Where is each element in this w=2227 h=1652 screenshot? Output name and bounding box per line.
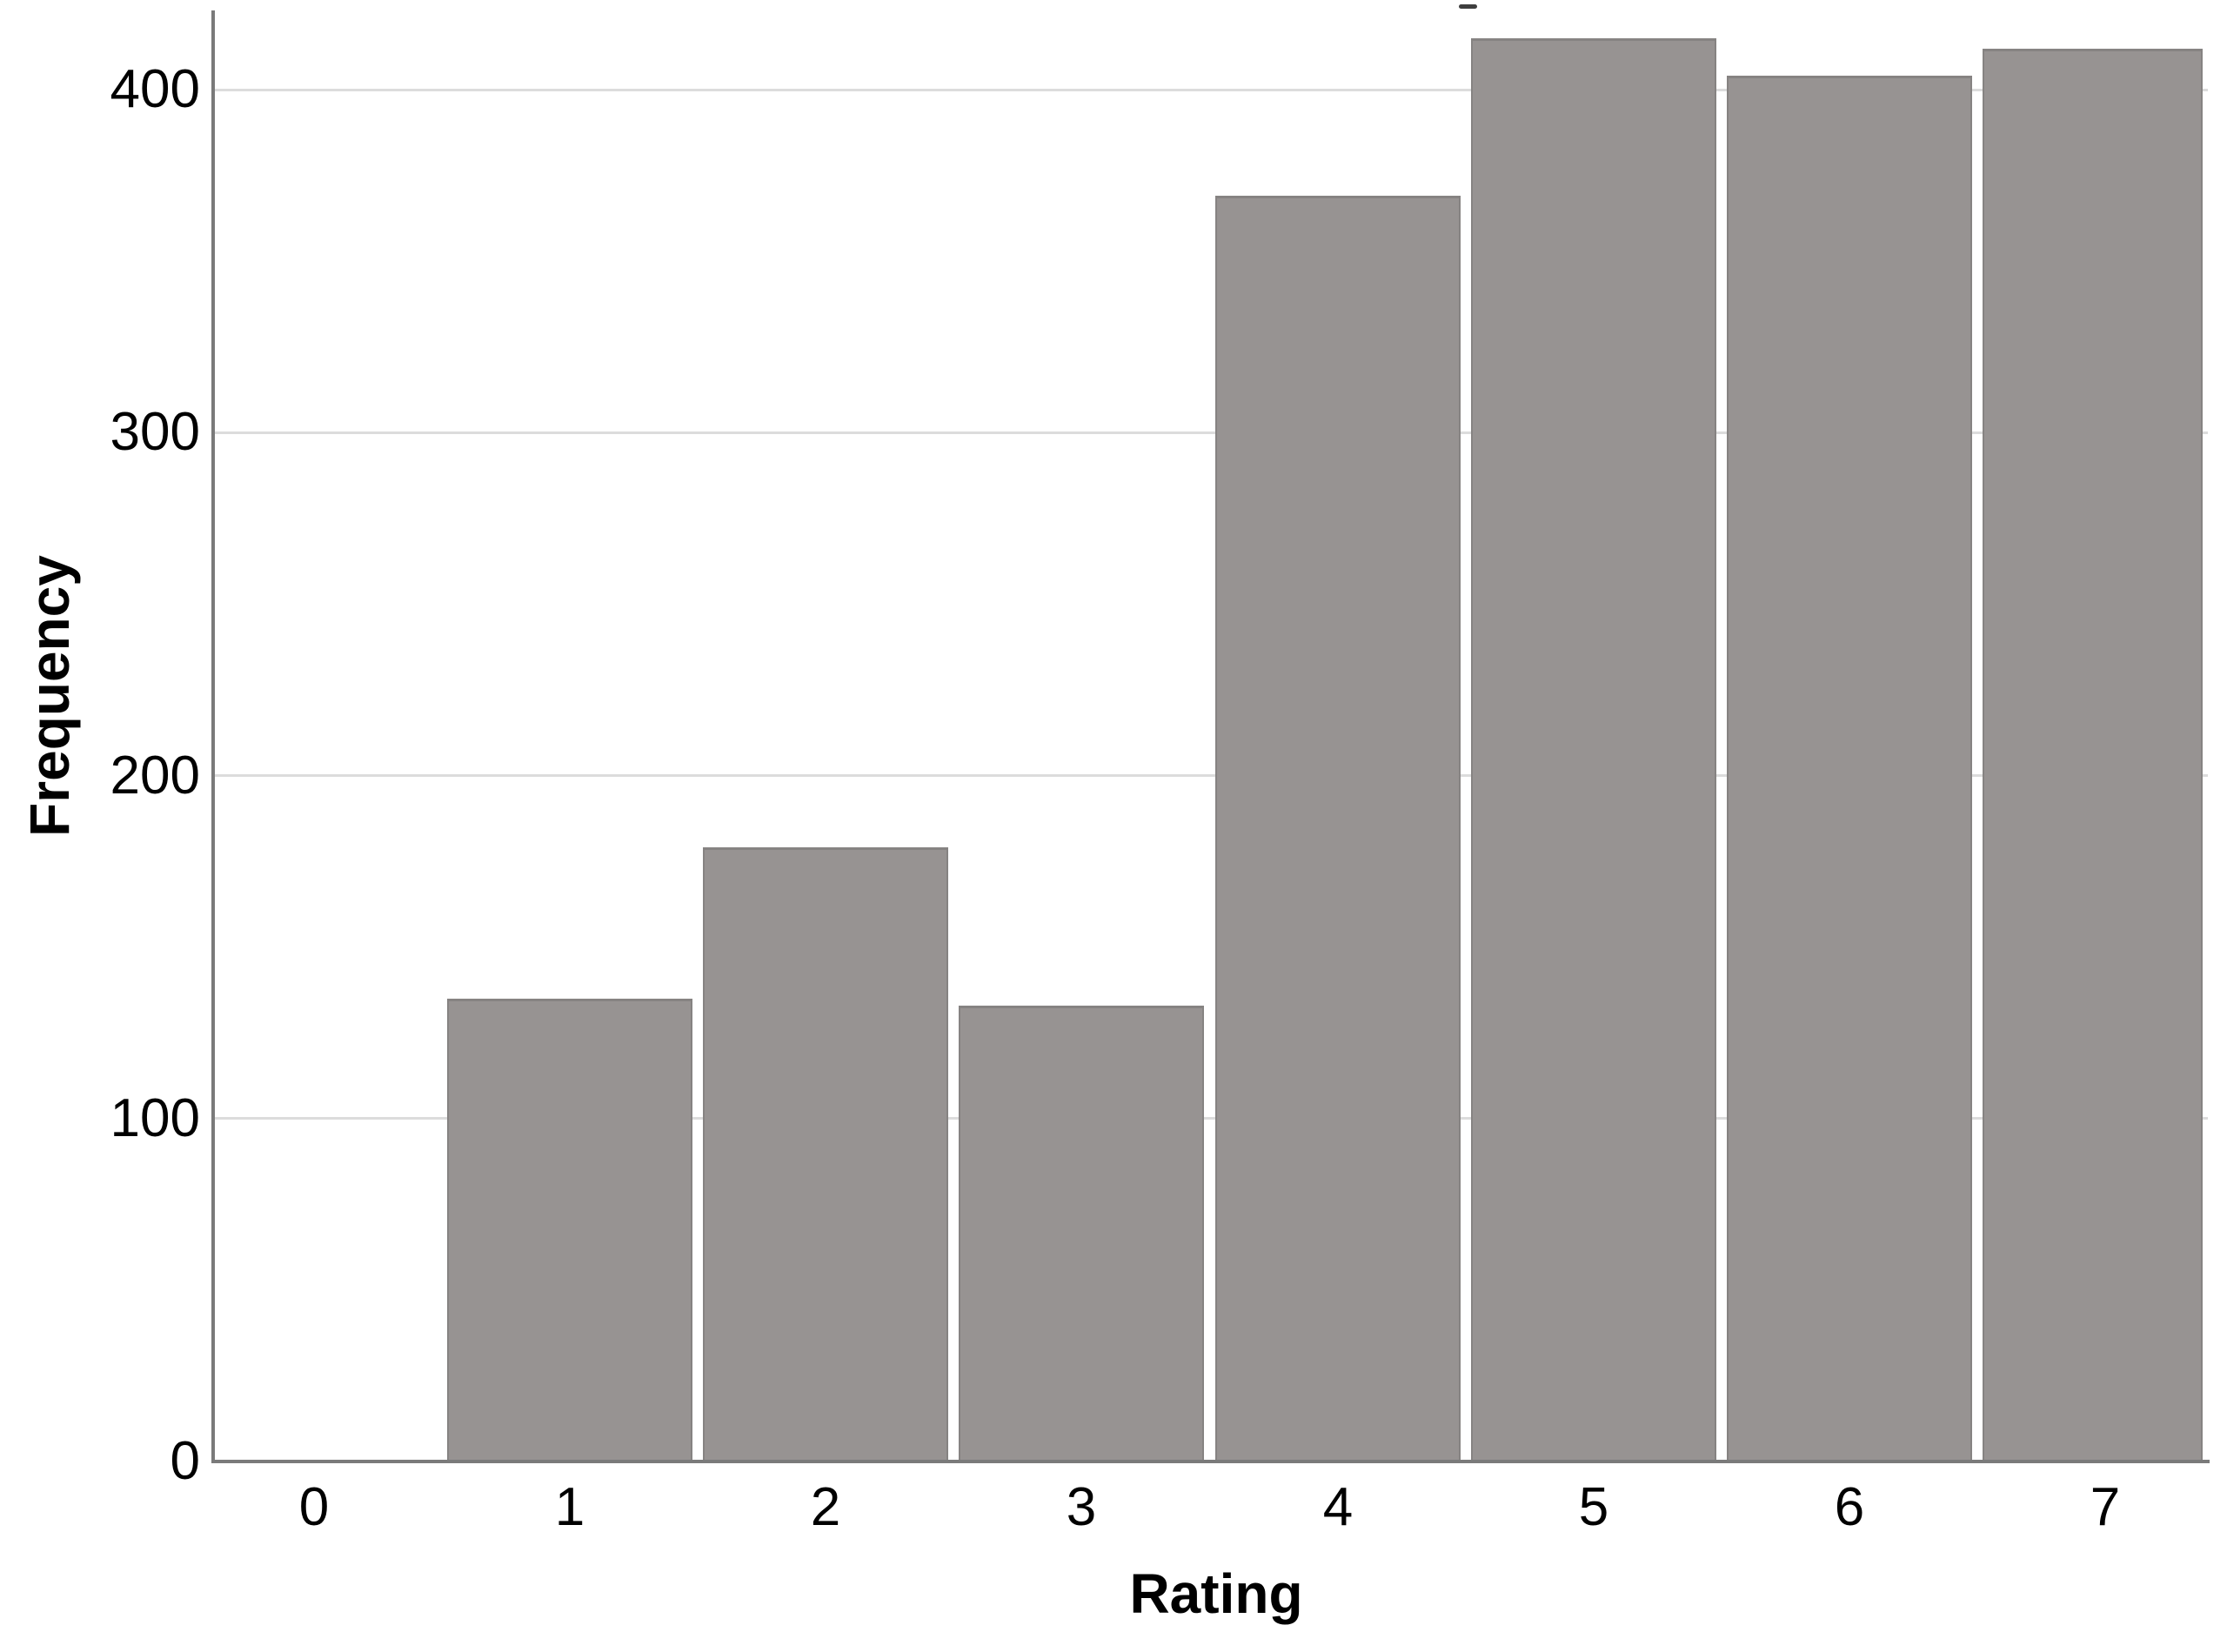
x-tick-label-2: 2: [810, 1477, 841, 1537]
bar-rating-3: [959, 1006, 1204, 1461]
bar-rating-1: [447, 999, 692, 1461]
bar-rating-4: [1215, 196, 1461, 1461]
bar-rating-6: [1727, 76, 1972, 1461]
x-axis-title: Rating: [1129, 1562, 1303, 1625]
x-tick-label-6: 6: [1834, 1477, 1865, 1537]
y-tick-label-300: 300: [110, 402, 200, 462]
bar-rating-7: [1983, 49, 2203, 1461]
y-tick-label-400: 400: [110, 59, 200, 119]
y-tick-label-100: 100: [110, 1088, 200, 1148]
x-tick-label-3: 3: [1066, 1477, 1097, 1537]
bar-rating-5: [1471, 38, 1716, 1461]
gridline-y-400: [215, 89, 2208, 91]
y-axis-title: Frequency: [18, 555, 81, 837]
x-tick-label-4: 4: [1322, 1477, 1354, 1537]
stray-mark-artifact: [1459, 4, 1477, 9]
gridline-y-300: [215, 431, 2208, 434]
y-tick-label-0: 0: [170, 1431, 200, 1491]
x-tick-label-1: 1: [554, 1477, 585, 1537]
gridline-y-200: [215, 774, 2208, 777]
x-axis-line: [211, 1460, 2210, 1463]
y-axis-line: [211, 10, 215, 1463]
gridline-y-100: [215, 1117, 2208, 1120]
x-tick-label-7: 7: [2090, 1477, 2121, 1537]
bar-rating-2: [703, 847, 948, 1461]
y-tick-label-200: 200: [110, 746, 200, 806]
x-tick-label-0: 0: [298, 1477, 330, 1537]
x-tick-label-5: 5: [1578, 1477, 1609, 1537]
